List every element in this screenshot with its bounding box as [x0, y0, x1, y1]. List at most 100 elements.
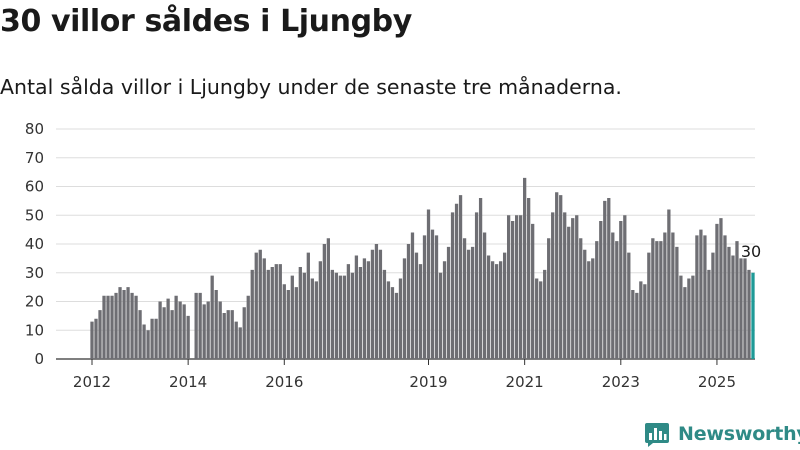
bar — [242, 307, 246, 359]
bar — [474, 212, 479, 359]
bar — [414, 252, 419, 359]
last-value-label: 30 — [741, 242, 761, 261]
bar — [539, 281, 543, 359]
bar — [727, 246, 731, 359]
bar — [298, 267, 302, 359]
x-tick-label: 2014 — [169, 373, 207, 391]
bar — [583, 249, 587, 359]
bar — [166, 298, 170, 359]
bar — [551, 212, 555, 359]
bar — [410, 232, 415, 359]
bar — [94, 318, 98, 359]
bar — [422, 235, 427, 359]
bar — [643, 284, 647, 359]
bar — [671, 232, 675, 359]
bar — [150, 318, 154, 359]
bar — [342, 275, 347, 359]
bar — [254, 252, 258, 359]
bar — [294, 287, 298, 359]
bar — [134, 295, 138, 359]
x-tick-label: 2021 — [506, 373, 544, 391]
bar — [635, 292, 639, 359]
bar — [370, 249, 375, 359]
bar — [186, 315, 190, 359]
bar — [90, 321, 94, 359]
y-tick-label: 70 — [25, 149, 44, 167]
bar — [547, 238, 551, 359]
bar — [274, 264, 278, 359]
bar — [238, 327, 242, 359]
bar — [406, 244, 411, 359]
bar — [314, 281, 318, 359]
bar — [262, 258, 266, 359]
x-tick-label: 2019 — [409, 373, 447, 391]
bar — [442, 261, 447, 359]
bar — [735, 241, 739, 359]
y-tick-label: 40 — [25, 235, 44, 253]
bar — [535, 278, 539, 359]
x-tick-label: 2012 — [73, 373, 111, 391]
bar — [603, 200, 607, 359]
bar — [587, 261, 591, 359]
bar — [462, 238, 467, 359]
bar — [318, 261, 322, 359]
bar — [667, 209, 671, 359]
bar — [434, 235, 439, 359]
bar — [683, 287, 687, 359]
bar — [118, 287, 122, 359]
bar — [338, 275, 343, 359]
bar — [230, 310, 234, 359]
bar — [699, 229, 703, 359]
bar — [719, 218, 723, 359]
bar — [146, 330, 150, 359]
bar — [639, 281, 643, 359]
bar — [326, 238, 331, 359]
bar — [234, 321, 238, 359]
bar — [158, 301, 162, 359]
bar — [270, 267, 274, 359]
bar — [386, 281, 391, 359]
newsworthy-brand[interactable]: Newsworthy — [644, 420, 800, 448]
bar — [631, 290, 635, 359]
y-tick-label: 0 — [34, 350, 44, 368]
bar — [739, 258, 743, 359]
brand-name: Newsworthy — [678, 423, 800, 445]
bar — [563, 212, 567, 359]
bar — [454, 203, 459, 359]
bar — [106, 295, 110, 359]
bar — [711, 252, 715, 359]
bar — [390, 287, 395, 359]
bar — [430, 229, 435, 359]
bar — [482, 232, 487, 359]
bar — [182, 304, 186, 359]
bar — [310, 278, 314, 359]
bar — [647, 252, 651, 359]
bar — [122, 290, 126, 359]
bar — [695, 235, 699, 359]
bar — [354, 255, 359, 359]
bar — [743, 258, 747, 359]
bar — [334, 272, 339, 359]
x-tick-label: 2025 — [698, 373, 736, 391]
bar — [623, 215, 627, 359]
bar — [198, 292, 202, 359]
bar — [571, 218, 575, 359]
bar — [282, 284, 286, 359]
bar — [142, 324, 146, 359]
bar — [206, 301, 210, 359]
y-tick-label: 80 — [25, 120, 44, 138]
bar — [438, 272, 443, 359]
bar — [214, 290, 218, 359]
bar — [350, 272, 355, 359]
bar — [286, 290, 290, 359]
bar — [110, 295, 114, 359]
bar — [130, 292, 134, 359]
bar — [398, 278, 403, 359]
bar — [154, 318, 158, 359]
bar — [202, 304, 206, 359]
bar — [675, 246, 679, 359]
bar — [663, 232, 667, 359]
bar — [246, 295, 250, 359]
page-title: 30 villor såldes i Ljungby — [0, 4, 412, 39]
bar — [527, 198, 531, 359]
